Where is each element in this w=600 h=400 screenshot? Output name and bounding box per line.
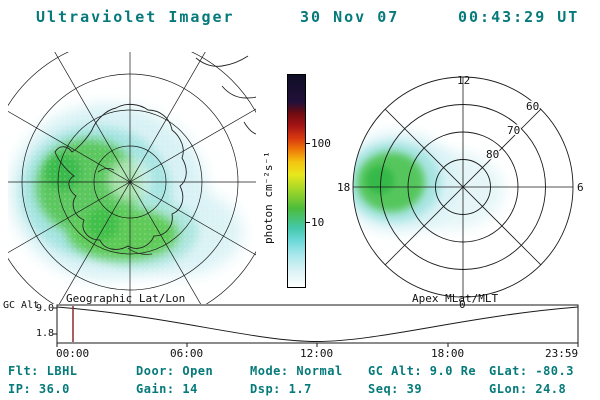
status-seq: Seq: 39 (368, 382, 423, 396)
mlt-label-18: 18 (337, 181, 350, 194)
colorbar-units-label: photon cm⁻²s⁻¹ (262, 151, 275, 245)
xtick-0000: 00:00 (56, 347, 90, 360)
antarctica-coastline (54, 103, 187, 250)
aurora-emission-left (10, 104, 245, 287)
mlat-label-80: 80 (486, 148, 499, 161)
strip-ylabel: GC Alt (3, 300, 40, 311)
aurora-emission-right (353, 132, 504, 232)
status-door: Door: Open (136, 364, 214, 378)
graticule-grid (8, 52, 256, 304)
mlt-spokes (353, 77, 573, 297)
strip-chart-frame (56, 304, 579, 344)
mlat-label-60: 60 (526, 100, 539, 113)
right-panel-caption: Apex MLat/MLT (412, 292, 499, 305)
colorbar-tick-label-10: 10 (311, 216, 325, 229)
app-title: Ultraviolet Imager (36, 8, 235, 26)
status-gain: Gain: 14 (136, 382, 198, 396)
mlt-label-6: 6 (577, 181, 584, 194)
xtick-0600: 06:00 (170, 347, 204, 360)
status-glat: GLat: -80.3 (489, 364, 574, 378)
status-glon: GLon: 24.8 (489, 382, 567, 396)
axis-ticks (53, 307, 579, 347)
apex-mlat-mlt-plot: 12 18 6 0 60 70 80 (337, 74, 584, 310)
status-ip: IP: 36.0 (8, 382, 70, 396)
status-gcalt: GC Alt: 9.0 Re (368, 364, 477, 378)
strip-ymin: 1.8 (35, 328, 54, 339)
left-panel-caption: Geographic Lat/Lon (66, 292, 186, 305)
colorbar-tick-10 (305, 222, 310, 223)
xtick-1800: 18:00 (431, 347, 465, 360)
gc-alt-strip-chart (53, 304, 579, 347)
status-mode: Mode: Normal (250, 364, 343, 378)
status-flt: Flt: LBHL (8, 364, 78, 378)
ice-shelf-detail (97, 168, 153, 255)
mlt-label-0: 0 (459, 298, 466, 310)
xtick-1200: 12:00 (300, 347, 334, 360)
colorbar (287, 74, 306, 288)
geographic-polar-map (8, 52, 256, 304)
xtick-2359: 23:59 (545, 347, 579, 360)
mlt-label-12: 12 (457, 74, 470, 87)
strip-ymax: 9.0 (35, 303, 54, 314)
header-time-ut: 00:43:29 UT (458, 8, 580, 26)
header-date: 30 Nov 07 (300, 8, 400, 26)
status-dsp: Dsp: 1.7 (250, 382, 312, 396)
orbit-altitude-curve (56, 306, 579, 343)
coastline-fragments (195, 55, 256, 135)
colorbar-tick-label-100: 100 (311, 137, 331, 150)
mlat-label-70: 70 (507, 124, 520, 137)
colorbar-tick-100 (305, 143, 310, 144)
